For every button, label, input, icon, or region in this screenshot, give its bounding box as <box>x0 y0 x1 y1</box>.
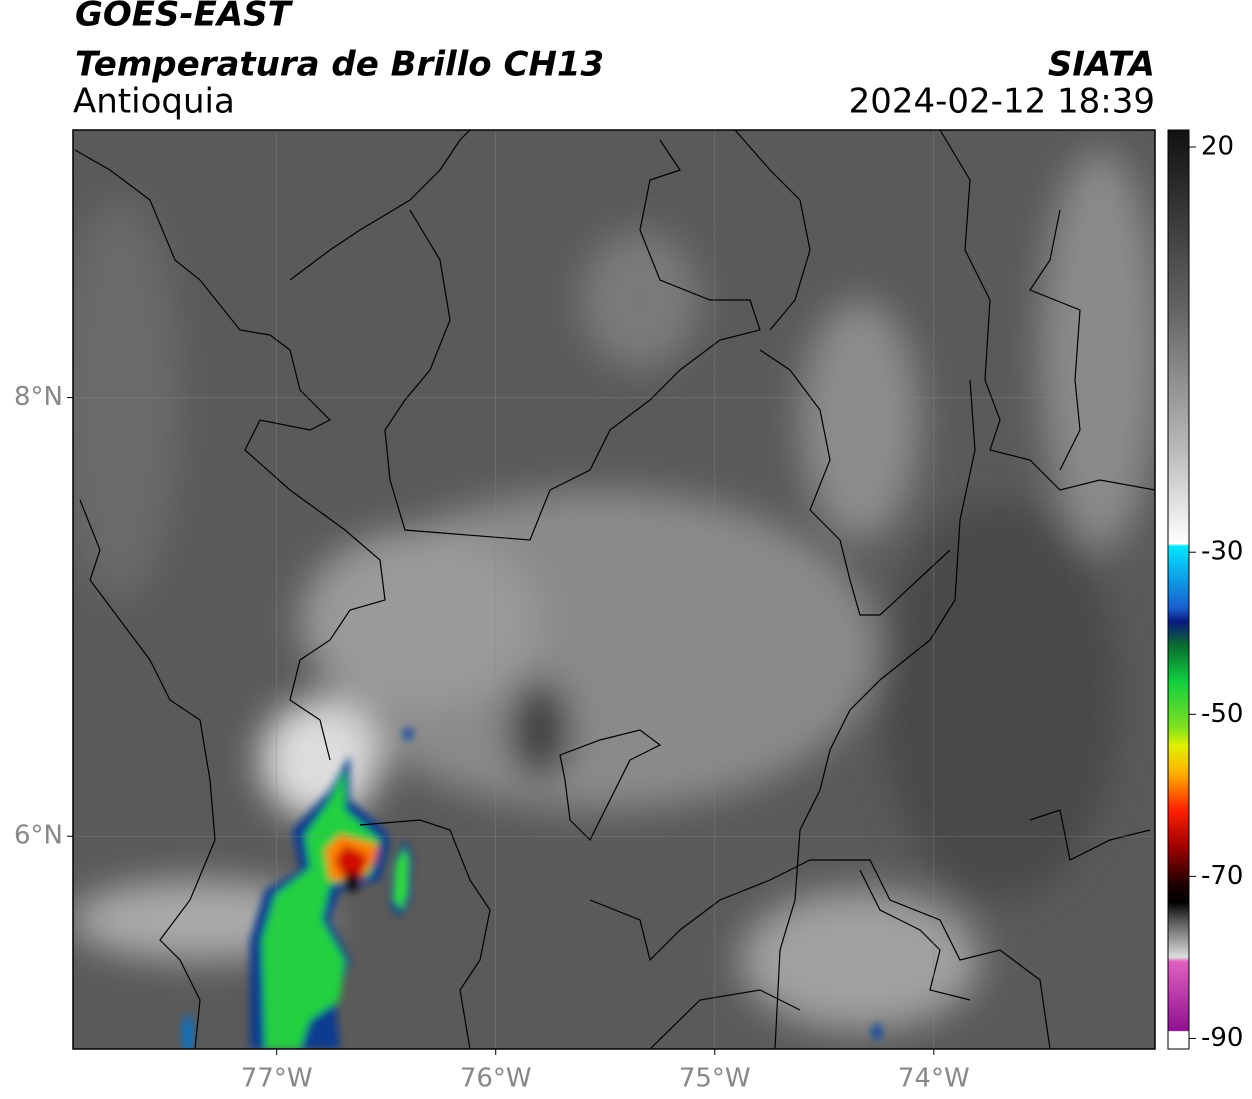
colorbar-ticks: 20 -30 -50 -70 -90 <box>1189 132 1243 1053</box>
colorbar-tick-label: -50 <box>1201 699 1243 729</box>
x-tick-label: 77°W <box>241 1064 313 1094</box>
colorbar-tick-label: -30 <box>1201 537 1243 567</box>
title: GOES-EAST <box>75 0 294 35</box>
borders <box>74 130 1155 1049</box>
convective-cell <box>182 728 882 1049</box>
colorbar-tick-label: 20 <box>1201 132 1234 162</box>
colorbar <box>1167 129 1190 1050</box>
datetime: 2024-02-12 18:39 <box>849 82 1155 122</box>
map-frame <box>72 129 1156 1050</box>
colorbar-tick-label: -70 <box>1201 861 1243 891</box>
x-tick-label: 75°W <box>679 1064 751 1094</box>
colorbar-tick-label: -90 <box>1201 1023 1243 1053</box>
y-tick-label: 8°N <box>14 382 63 412</box>
map <box>73 130 1155 1049</box>
x-tick-label: 74°W <box>898 1064 970 1094</box>
x-tick-label: 76°W <box>460 1064 532 1094</box>
region: Antioquia <box>73 82 235 122</box>
subtitle: Temperatura de Brillo CH13 <box>75 45 604 85</box>
map-ticks: 77°W 76°W 75°W 74°W 8°N 6°N <box>14 382 970 1093</box>
graticule <box>73 130 1155 1049</box>
source: SIATA <box>1048 45 1155 85</box>
y-tick-label: 6°N <box>14 821 63 851</box>
